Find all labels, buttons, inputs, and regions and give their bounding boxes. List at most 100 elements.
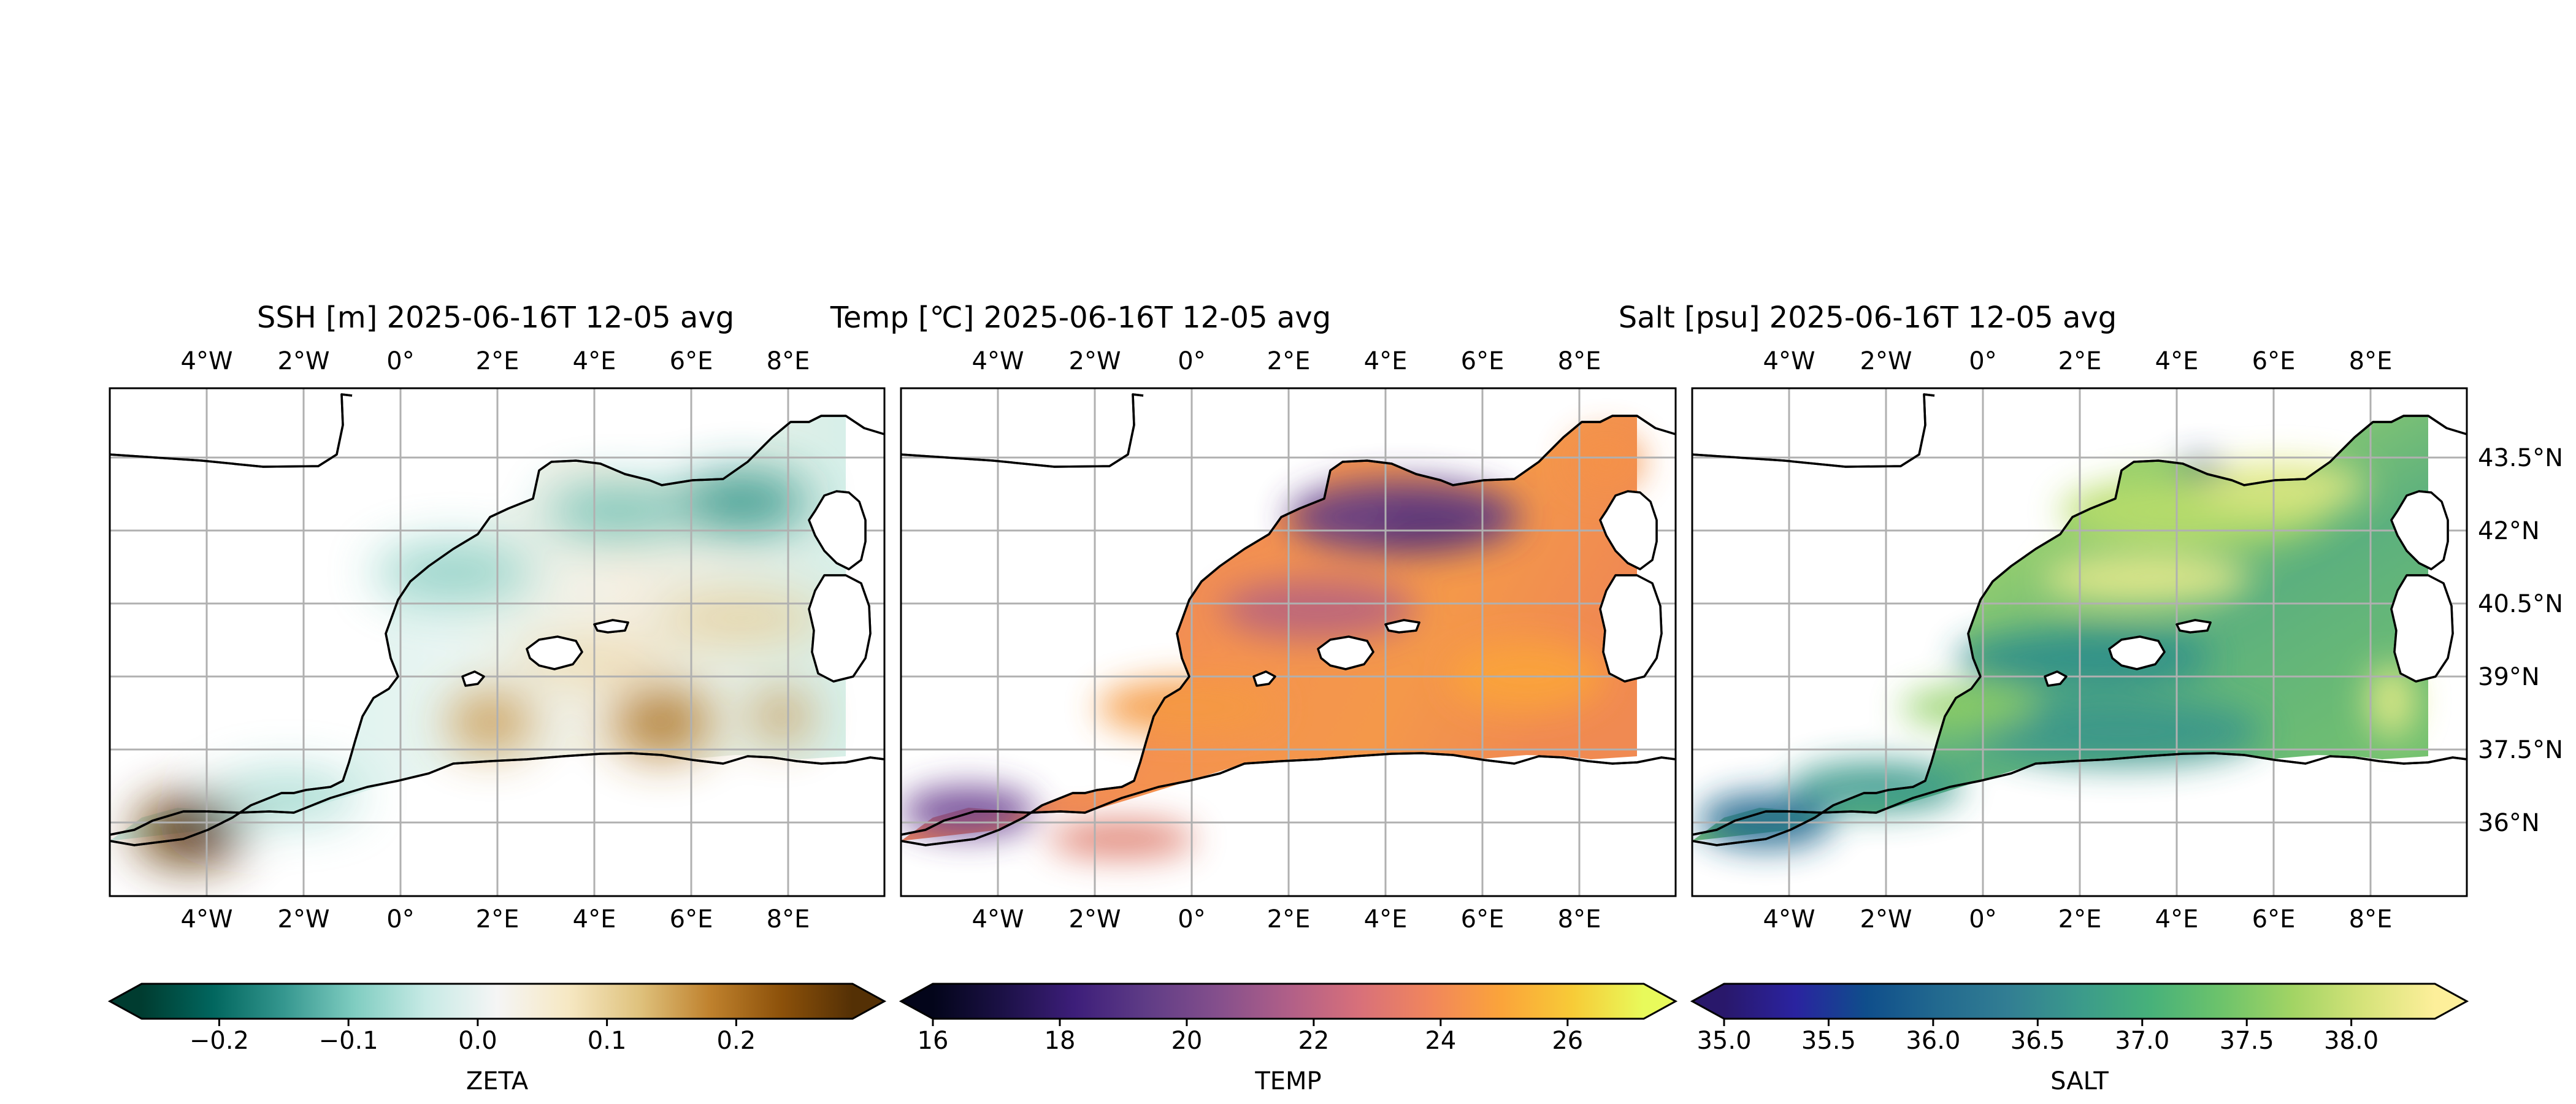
colorbar-extend-min: [901, 984, 933, 1019]
lon-tick-label: 2°E: [476, 347, 519, 375]
colorbar-tick-label: 0.1: [588, 1027, 627, 1055]
panel-temp: Temp [℃] 2025-06-16T 12-05 avg: [830, 301, 1677, 933]
anomaly-blob: [754, 695, 809, 738]
colorbar-tick-label: −0.2: [190, 1027, 249, 1055]
lon-tick-label: 8°E: [767, 347, 810, 375]
colorbar-extend-max: [853, 984, 884, 1019]
salt-blob: [2042, 554, 2250, 603]
colorbar-gradient: [1724, 984, 2435, 1019]
lat-tick-label: 39°N: [2478, 663, 2540, 691]
lon-tick-label: 6°E: [670, 905, 713, 933]
map-frame: [900, 387, 1677, 897]
salt-blob: [1790, 762, 1962, 811]
anomaly-blob: [374, 545, 533, 600]
colorbar-gradient: [933, 984, 1644, 1019]
colorbar-extend-min: [1692, 984, 1724, 1019]
lat-tick-label: 40.5°N: [2478, 590, 2563, 618]
colorbar-tick-label: 0.2: [717, 1027, 756, 1055]
colorbar-tick-label: 35.5: [1801, 1027, 1856, 1055]
lon-tick-label: 2°W: [1069, 347, 1121, 375]
colorbar-extend-min: [110, 984, 142, 1019]
lon-tick-label: 4°W: [1763, 905, 1815, 933]
lon-tick-label: 4°W: [181, 347, 233, 375]
colorbar-extend-max: [1644, 984, 1676, 1019]
colorbar-salt: 35.0 35.5 36.0 36.5 37.0 37.5 38.0 SALT: [1690, 983, 2469, 1095]
lat-tick-label: 43.5°N: [2478, 444, 2563, 472]
lon-tick-label: 8°E: [2349, 347, 2393, 375]
panel-ssh: SSH [m] 2025-06-16T 12-05 avg: [109, 301, 886, 933]
lon-tick-label: 4°E: [573, 905, 616, 933]
salt-blob: [2177, 459, 2226, 477]
colorbar-gradient: [142, 984, 853, 1019]
lon-tick-label: 2°E: [2058, 905, 2102, 933]
lon-tick-label: 2°W: [1860, 347, 1912, 375]
lon-tick-label: 2°W: [1069, 905, 1121, 933]
temp-blob: [1373, 508, 1484, 545]
salt-blob: [1901, 689, 2036, 726]
temp-blob: [1570, 434, 1643, 489]
temp-blob: [1220, 578, 1416, 640]
colorbar-extend-max: [2435, 984, 2467, 1019]
map-frame: [109, 387, 886, 897]
salt-blob: [2195, 462, 2367, 511]
lon-tick-label: 4°E: [2155, 905, 2199, 933]
colorbar-tick-label: 35.0: [1696, 1027, 1751, 1055]
lon-tick-label: 2°W: [278, 905, 330, 933]
lon-tick-label: 0°: [386, 905, 414, 933]
colorbar-tick-label: 22: [1298, 1027, 1329, 1055]
anomaly-blob: [165, 815, 220, 851]
lon-tick-label: 2°E: [476, 905, 519, 933]
lon-tick-label: 4°E: [1364, 905, 1408, 933]
lon-tick-label: 6°E: [1461, 347, 1505, 375]
colorbar-outline: [1690, 983, 2469, 1020]
lon-tick-label: 2°W: [1860, 905, 1912, 933]
lon-tick-label: 4°E: [573, 347, 616, 375]
lon-tick-label: 6°E: [670, 347, 713, 375]
colorbar-tick-label: 26: [1552, 1027, 1583, 1055]
lon-tick-label: 8°E: [767, 905, 810, 933]
lon-tick-label: 0°: [1969, 905, 1996, 933]
colorbar-outline: [107, 983, 887, 1020]
colorbar-tick-label: 36.5: [2011, 1027, 2065, 1055]
temp-blob: [1048, 821, 1195, 857]
panel-temp-lon-bottom: 4°W 2°W 0° 2°E 4°E 6°E 8°E: [972, 905, 1601, 933]
lon-tick-label: 4°E: [1364, 347, 1408, 375]
panel-salt-lon-top: 4°W 2°W 0° 2°E 4°E 6°E 8°E: [1763, 347, 2393, 375]
colorbar-zeta: −0.2 −0.1 0.0 0.1 0.2 ZETA: [107, 983, 887, 1095]
anomaly-blob: [613, 689, 711, 756]
lon-tick-label: 4°W: [972, 905, 1024, 933]
gridlines: [901, 388, 1676, 896]
colorbar-tick-label: 18: [1045, 1027, 1076, 1055]
anomaly-blob: [674, 474, 809, 529]
lon-tick-label: 0°: [1178, 347, 1205, 375]
salt-blob: [1698, 793, 1833, 848]
colorbar-label: SALT: [2050, 1067, 2109, 1095]
lon-tick-label: 2°E: [1267, 905, 1311, 933]
anomaly-blob: [214, 772, 361, 821]
lon-tick-label: 6°E: [1461, 905, 1505, 933]
panel-ssh-lon-top: 4°W 2°W 0° 2°E 4°E 6°E 8°E: [181, 347, 810, 375]
temp-blob: [1097, 680, 1281, 735]
lon-tick-label: 6°E: [2252, 905, 2296, 933]
panel-salt-lat-labels: 43.5°N 42°N 40.5°N 39°N 37.5°N 36°N: [2478, 444, 2563, 837]
colorbar-outline: [899, 983, 1678, 1020]
lat-tick-label: 37.5°N: [2478, 736, 2563, 764]
lon-tick-label: 8°E: [2349, 905, 2393, 933]
lon-tick-label: 4°W: [181, 905, 233, 933]
lon-tick-label: 8°E: [1558, 347, 1601, 375]
temp-blob: [901, 787, 1036, 836]
lat-tick-label: 36°N: [2478, 809, 2540, 837]
map-frame: [1691, 387, 2468, 897]
colorbar-tick-label: 24: [1425, 1027, 1456, 1055]
lon-tick-label: 6°E: [2252, 347, 2296, 375]
lon-tick-label: 0°: [386, 347, 414, 375]
colorbar-tick-label: 37.0: [2115, 1027, 2169, 1055]
colorbar-tick-label: 20: [1171, 1027, 1202, 1055]
salt-blob: [2367, 664, 2416, 738]
colorbar-tick-label: 16: [918, 1027, 949, 1055]
colorbar-temp: 16 18 20 22 24 26 TEMP: [899, 983, 1678, 1095]
colorbar-tick-label: 36.0: [1906, 1027, 1960, 1055]
colorbar-tick-label: −0.1: [319, 1027, 378, 1055]
anomaly-blob: [656, 600, 827, 637]
